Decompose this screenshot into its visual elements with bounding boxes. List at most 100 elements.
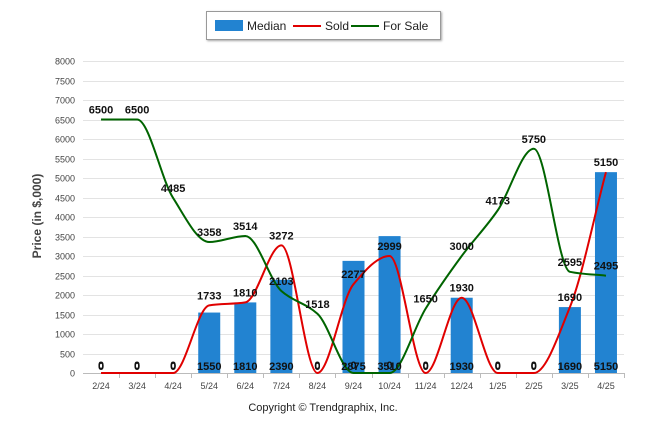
y-tick-label: 1500 — [55, 311, 75, 321]
y-tick-label: 4000 — [55, 213, 75, 223]
point-value-label: 0 — [495, 360, 501, 372]
point-value-label: 2999 — [377, 241, 401, 253]
median-bar — [342, 260, 365, 373]
y-tick-label: 3500 — [55, 233, 75, 243]
y-tick-label: 3000 — [55, 252, 75, 262]
median-bar — [198, 312, 221, 373]
point-value-label: 0 — [423, 360, 429, 372]
bar-value-label: 0 — [495, 361, 501, 373]
point-value-label: 4173 — [486, 195, 510, 207]
x-tick-label: 4/25 — [597, 381, 615, 391]
x-tick-label: 3/25 — [561, 381, 579, 391]
point-value-label: 1733 — [197, 290, 221, 302]
point-value-label: 0 — [531, 360, 537, 372]
x-tick-label: 11/24 — [415, 381, 437, 391]
y-tick-label: 8000 — [55, 57, 75, 67]
y-tick-label: 7500 — [55, 77, 75, 87]
for-sale-swatch — [351, 25, 379, 27]
point-value-label: 2277 — [341, 269, 365, 281]
bar-value-label: 0 — [170, 361, 176, 373]
legend-item-median[interactable]: Median — [215, 19, 286, 33]
point-value-label: 2103 — [269, 276, 293, 288]
copyright-text: Copyright © Trendgraphix, Inc. — [248, 402, 398, 414]
legend-median-label: Median — [247, 19, 287, 33]
point-value-label: 3000 — [449, 241, 473, 253]
x-tick-label: 9/24 — [345, 381, 363, 391]
point-value-label: 3358 — [197, 227, 221, 239]
point-value-label: 1690 — [558, 292, 582, 304]
median-bar — [270, 279, 293, 373]
legend-sold-label: Sold — [325, 19, 350, 33]
y-tick-label: 5000 — [55, 174, 75, 184]
x-tick-label: 2/24 — [92, 381, 110, 391]
bar-value-label: 1810 — [233, 361, 257, 373]
bar-value-label: 0 — [531, 361, 537, 373]
bar-value-label: 0 — [134, 361, 140, 373]
point-value-label: 3514 — [233, 221, 258, 233]
x-tick-label: 5/24 — [200, 381, 218, 391]
median-bar — [594, 172, 617, 373]
median-bar — [450, 297, 473, 373]
point-value-label: 2495 — [594, 261, 618, 273]
point-value-label: 5750 — [522, 134, 546, 146]
y-tick-label: 1000 — [55, 330, 75, 340]
x-tick-label: 6/24 — [237, 381, 255, 391]
bar-value-label: 5150 — [594, 361, 618, 373]
bar-value-label: 1690 — [558, 361, 582, 373]
point-value-label: 3272 — [269, 230, 293, 242]
y-axis-title: Price (in $,000) — [30, 174, 44, 259]
y-tick-label: 0 — [70, 369, 75, 379]
x-tick-labels: 2/24 3/24 4/24 5/24 6/24 7/24 8/24 9/24 10/24 11/… — [92, 381, 614, 391]
x-tick-label: 8/24 — [309, 381, 327, 391]
legend-for-sale-label: For Sale — [383, 19, 429, 33]
point-value-label: 2595 — [558, 257, 582, 269]
bar-value-label: 0 — [423, 361, 429, 373]
x-tick-label: 10/24 — [378, 381, 401, 391]
y-tick-labels: 0 500 1000 1500 2000 2500 3000 3500 4000 4500 5000… — [55, 57, 75, 379]
y-tick-label: 500 — [60, 350, 75, 360]
point-value-label: 0 — [98, 360, 104, 372]
for-sale-line — [101, 118, 607, 374]
legend-item-for-sale[interactable]: For Sale — [351, 19, 428, 33]
point-value-label: 0 — [170, 360, 176, 372]
y-tick-label: 2000 — [55, 291, 75, 301]
series-lines — [101, 118, 607, 375]
x-tick-label: 7/24 — [273, 381, 291, 391]
point-value-label: 0 — [350, 360, 356, 372]
point-value-label: 1810 — [233, 287, 257, 299]
median-bars — [198, 172, 617, 373]
point-value-label: 6500 — [89, 105, 113, 117]
bar-value-label: 1930 — [449, 361, 473, 373]
bar-value-label: 0 — [98, 361, 104, 373]
point-value-label: 0 — [387, 360, 393, 372]
point-value-label: 6500 — [125, 105, 149, 117]
x-tick-label: 2/25 — [525, 381, 543, 391]
point-value-label: 1930 — [449, 283, 473, 295]
bar-value-label: 1550 — [197, 361, 221, 373]
point-value-label: 4485 — [161, 183, 185, 195]
sold-line — [101, 171, 607, 375]
point-value-label: 5150 — [594, 157, 618, 169]
y-tick-label: 5500 — [55, 155, 75, 165]
point-value-label: 1518 — [305, 299, 329, 311]
bar-value-label: 2875 — [341, 361, 365, 373]
x-tick-label: 4/24 — [164, 381, 182, 391]
bar-value-label: 2390 — [269, 361, 293, 373]
point-value-label: 0 — [134, 360, 140, 372]
point-value-label: 0 — [314, 360, 320, 372]
median-bar — [234, 302, 257, 373]
legend-item-sold[interactable]: Sold — [293, 19, 349, 33]
x-tick-label: 12/24 — [450, 381, 473, 391]
median-bar — [378, 236, 401, 373]
y-tick-label: 6500 — [55, 116, 75, 126]
x-tick-label: 3/24 — [128, 381, 146, 391]
y-tick-label: 2500 — [55, 272, 75, 282]
chart-legend: Median Sold For Sale — [206, 11, 441, 40]
bar-value-label: 0 — [314, 361, 320, 373]
median-swatch — [215, 20, 243, 31]
data-labels: 0 0 0 1550 1810 2390 0 2875 3510 0 1930 0 0 1690 51506… — [89, 105, 618, 374]
bar-value-label: 3510 — [377, 361, 401, 373]
point-value-label: 1650 — [413, 294, 437, 306]
sold-swatch — [293, 25, 321, 27]
